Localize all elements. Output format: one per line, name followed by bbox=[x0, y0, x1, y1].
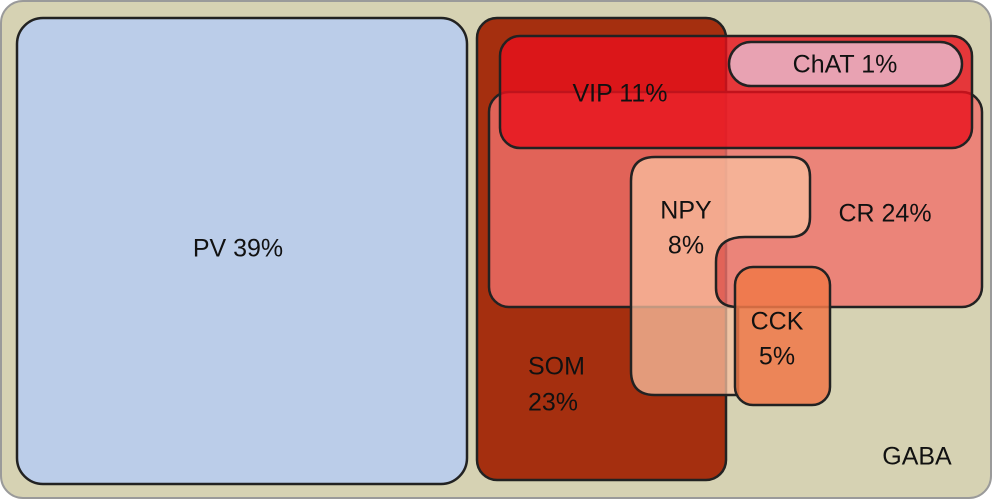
pv-label: PV 39% bbox=[193, 235, 283, 263]
som-label: SOM bbox=[528, 353, 585, 381]
cr-label: CR 24% bbox=[838, 200, 931, 228]
som-percent: 23% bbox=[528, 389, 578, 417]
chat-region bbox=[727, 40, 964, 88]
npy-region bbox=[629, 155, 812, 397]
npy-label: NPY bbox=[660, 197, 712, 225]
cck-label: CCK bbox=[751, 308, 804, 336]
cck-region bbox=[733, 265, 832, 407]
vip-label: VIP 11% bbox=[573, 80, 668, 108]
gaba-label: GABA bbox=[882, 443, 952, 471]
chat-label: ChAT 1% bbox=[793, 51, 898, 79]
cck-percent: 5% bbox=[759, 343, 795, 371]
pv-region bbox=[15, 16, 469, 486]
npy-percent: 8% bbox=[668, 232, 704, 260]
